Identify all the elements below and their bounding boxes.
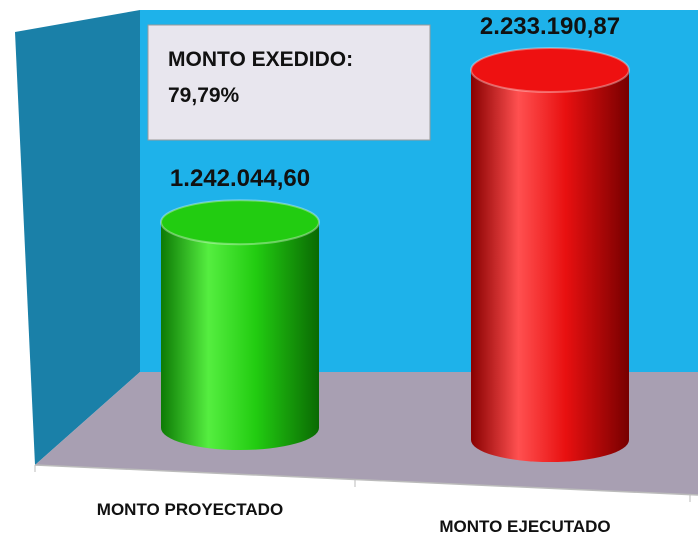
bar bbox=[471, 70, 629, 440]
x-tick-label: MONTO PROYECTADO bbox=[97, 500, 283, 519]
annotation-box bbox=[147, 24, 431, 141]
side-wall bbox=[15, 10, 140, 465]
bar bbox=[161, 222, 319, 428]
annotation-line: 79,79% bbox=[168, 84, 240, 107]
annotation-line: MONTO EXEDIDO: bbox=[168, 48, 353, 71]
x-tick-label: MONTO EJECUTADO bbox=[439, 517, 610, 536]
cylinder-top bbox=[470, 47, 630, 93]
data-label: 2.233.190,87 bbox=[480, 13, 620, 40]
cylinder-top bbox=[160, 199, 320, 246]
axis-line bbox=[34, 464, 698, 496]
data-label: 1.242.044,60 bbox=[170, 165, 310, 192]
